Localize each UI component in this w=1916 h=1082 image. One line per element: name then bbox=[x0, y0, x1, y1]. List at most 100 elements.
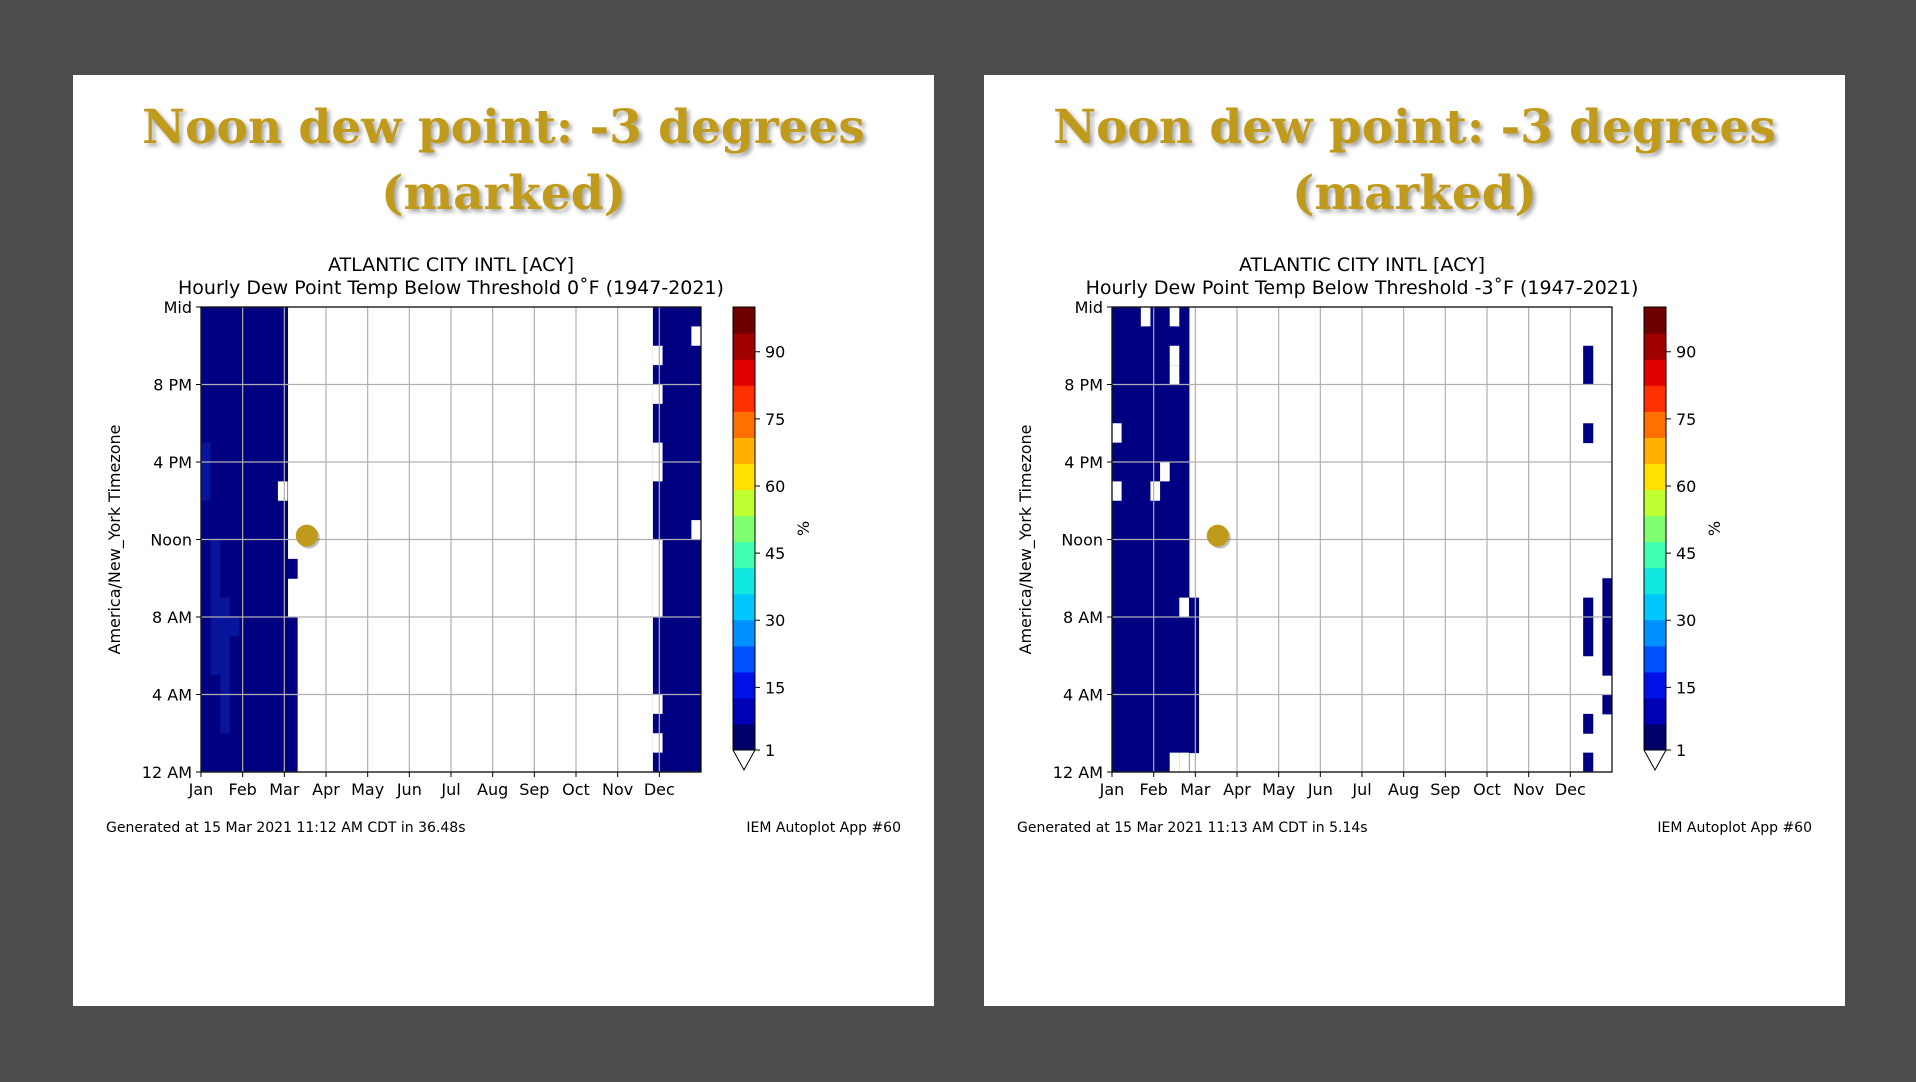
headline-line-2: (marked) bbox=[1292, 166, 1537, 221]
headline-line-1: Noon dew point: -3 degrees bbox=[1053, 100, 1776, 155]
colorbar-segment bbox=[1644, 359, 1666, 386]
x-tick-label: Dec bbox=[644, 780, 675, 799]
colorbar-tick-label: 60 bbox=[1676, 477, 1696, 496]
chart-panel-left: Noon dew point: -3 degrees (marked) ATLA… bbox=[73, 75, 934, 1006]
x-tick-label: Jan bbox=[1099, 780, 1125, 799]
colorbar-label: % bbox=[794, 521, 813, 536]
colorbar-segment bbox=[1644, 307, 1666, 334]
colorbar-tick-label: 15 bbox=[1676, 678, 1696, 697]
heatmap-gap bbox=[652, 384, 663, 404]
x-tick-label: Mar bbox=[269, 780, 300, 799]
heatmap-gap bbox=[277, 481, 288, 501]
heatmap-gap bbox=[1112, 423, 1122, 443]
heatmap-cell bbox=[287, 558, 298, 579]
colorbar-tick-label: 60 bbox=[765, 477, 785, 496]
heatmap-cell bbox=[1188, 597, 1200, 754]
heatmap-cell bbox=[201, 442, 211, 501]
heatmap-cell bbox=[1602, 694, 1613, 715]
colorbar-tick-label: 75 bbox=[1676, 410, 1696, 429]
heatmap-cell bbox=[1583, 345, 1594, 385]
colorbar-segment bbox=[733, 333, 755, 360]
y-axis-label: America/New_York Timezone bbox=[105, 425, 125, 655]
colorbar-segment bbox=[733, 489, 755, 517]
chart-panel-right: Noon dew point: -3 degrees (marked) ATLA… bbox=[984, 75, 1845, 1006]
colorbar-segment bbox=[1644, 333, 1666, 360]
heatmap-gap bbox=[1179, 752, 1189, 772]
x-tick-label: May bbox=[1262, 780, 1295, 799]
y-tick-label: Noon bbox=[150, 531, 192, 550]
colorbar-segment bbox=[733, 541, 755, 569]
headline: Noon dew point: -3 degrees (marked) bbox=[73, 95, 934, 227]
colorbar-segment bbox=[733, 359, 755, 386]
headline-line-2: (marked) bbox=[381, 166, 626, 221]
noon-marker bbox=[1206, 524, 1229, 547]
heatmap-cell bbox=[1583, 597, 1594, 657]
heatmap-gap bbox=[1169, 752, 1180, 772]
heatmap-chart: ATLANTIC CITY INTL [ACY]Hourly Dew Point… bbox=[105, 254, 813, 799]
x-tick-label: Sep bbox=[519, 780, 549, 799]
colorbar-segment bbox=[1644, 515, 1666, 543]
x-tick-label: Apr bbox=[1223, 780, 1251, 799]
colorbar-segment bbox=[733, 619, 755, 647]
colorbar-segment bbox=[733, 515, 755, 543]
heatmap-gap bbox=[1169, 365, 1180, 385]
colorbar-segment bbox=[1644, 385, 1666, 412]
colorbar-tick-label: 90 bbox=[765, 343, 785, 362]
colorbar-segment bbox=[733, 307, 755, 334]
colorbar-segment bbox=[733, 463, 755, 491]
heatmap-gap bbox=[1160, 462, 1170, 482]
heatmap-cell bbox=[229, 617, 240, 637]
x-tick-label: Sep bbox=[1430, 780, 1460, 799]
colorbar-segment bbox=[733, 593, 755, 621]
heatmap-cell bbox=[1583, 752, 1594, 773]
y-tick-label: 4 AM bbox=[1063, 686, 1103, 705]
heatmap-gap bbox=[691, 326, 701, 346]
colorbar-segment bbox=[1644, 723, 1666, 751]
colorbar-tick-label: 45 bbox=[765, 544, 785, 563]
colorbar-label: % bbox=[1705, 521, 1724, 536]
y-tick-label: 12 AM bbox=[1053, 763, 1103, 782]
y-tick-label: Mid bbox=[1075, 298, 1103, 317]
x-tick-label: Aug bbox=[477, 780, 508, 799]
colorbar-segment bbox=[1644, 567, 1666, 595]
y-tick-label: Noon bbox=[1061, 531, 1103, 550]
colorbar-segment bbox=[1644, 411, 1666, 438]
colorbar-tick-label: 30 bbox=[1676, 611, 1696, 630]
generated-note: Generated at 15 Mar 2021 11:13 AM CDT in… bbox=[1017, 820, 1368, 836]
colorbar-tick-label: 15 bbox=[765, 678, 785, 697]
heatmap-cell bbox=[1583, 423, 1594, 444]
colorbar-segment bbox=[733, 385, 755, 412]
colorbar-segment bbox=[733, 671, 755, 699]
y-tick-label: 12 AM bbox=[142, 763, 192, 782]
y-tick-label: 4 AM bbox=[152, 686, 192, 705]
colorbar-tick-label: 90 bbox=[1676, 343, 1696, 362]
y-axis-label: America/New_York Timezone bbox=[1016, 425, 1036, 655]
x-tick-label: Jan bbox=[188, 780, 214, 799]
colorbar-tick-label: 30 bbox=[765, 611, 785, 630]
heatmap-gap bbox=[1169, 307, 1180, 327]
heatmap-gap bbox=[1140, 307, 1151, 327]
x-tick-label: Dec bbox=[1555, 780, 1586, 799]
x-tick-label: Nov bbox=[1513, 780, 1544, 799]
colorbar-segment bbox=[1644, 463, 1666, 491]
x-tick-label: Feb bbox=[229, 780, 257, 799]
colorbar-segment bbox=[1644, 489, 1666, 517]
y-tick-label: Mid bbox=[164, 298, 192, 317]
colorbar-segment bbox=[1644, 541, 1666, 569]
heatmap-gap bbox=[1179, 597, 1189, 617]
heatmap-cell bbox=[1179, 307, 1190, 599]
colorbar-segment bbox=[733, 723, 755, 751]
heatmap-gap bbox=[1169, 345, 1180, 366]
chart-subtitle: Hourly Dew Point Temp Below Threshold -3… bbox=[1086, 277, 1639, 299]
colorbar-tick-label: 1 bbox=[765, 741, 775, 760]
heatmap-gap bbox=[652, 539, 663, 617]
x-tick-label: Aug bbox=[1388, 780, 1419, 799]
colorbar-extend-triangle bbox=[1643, 749, 1667, 772]
y-tick-label: 8 AM bbox=[1063, 608, 1103, 627]
x-tick-label: Jun bbox=[1307, 780, 1333, 799]
x-tick-label: Oct bbox=[1473, 780, 1501, 799]
colorbar-segment bbox=[1644, 697, 1666, 725]
heatmap-gap bbox=[691, 520, 701, 540]
y-tick-label: 4 PM bbox=[153, 453, 192, 472]
headline-line-1: Noon dew point: -3 degrees bbox=[142, 100, 865, 155]
